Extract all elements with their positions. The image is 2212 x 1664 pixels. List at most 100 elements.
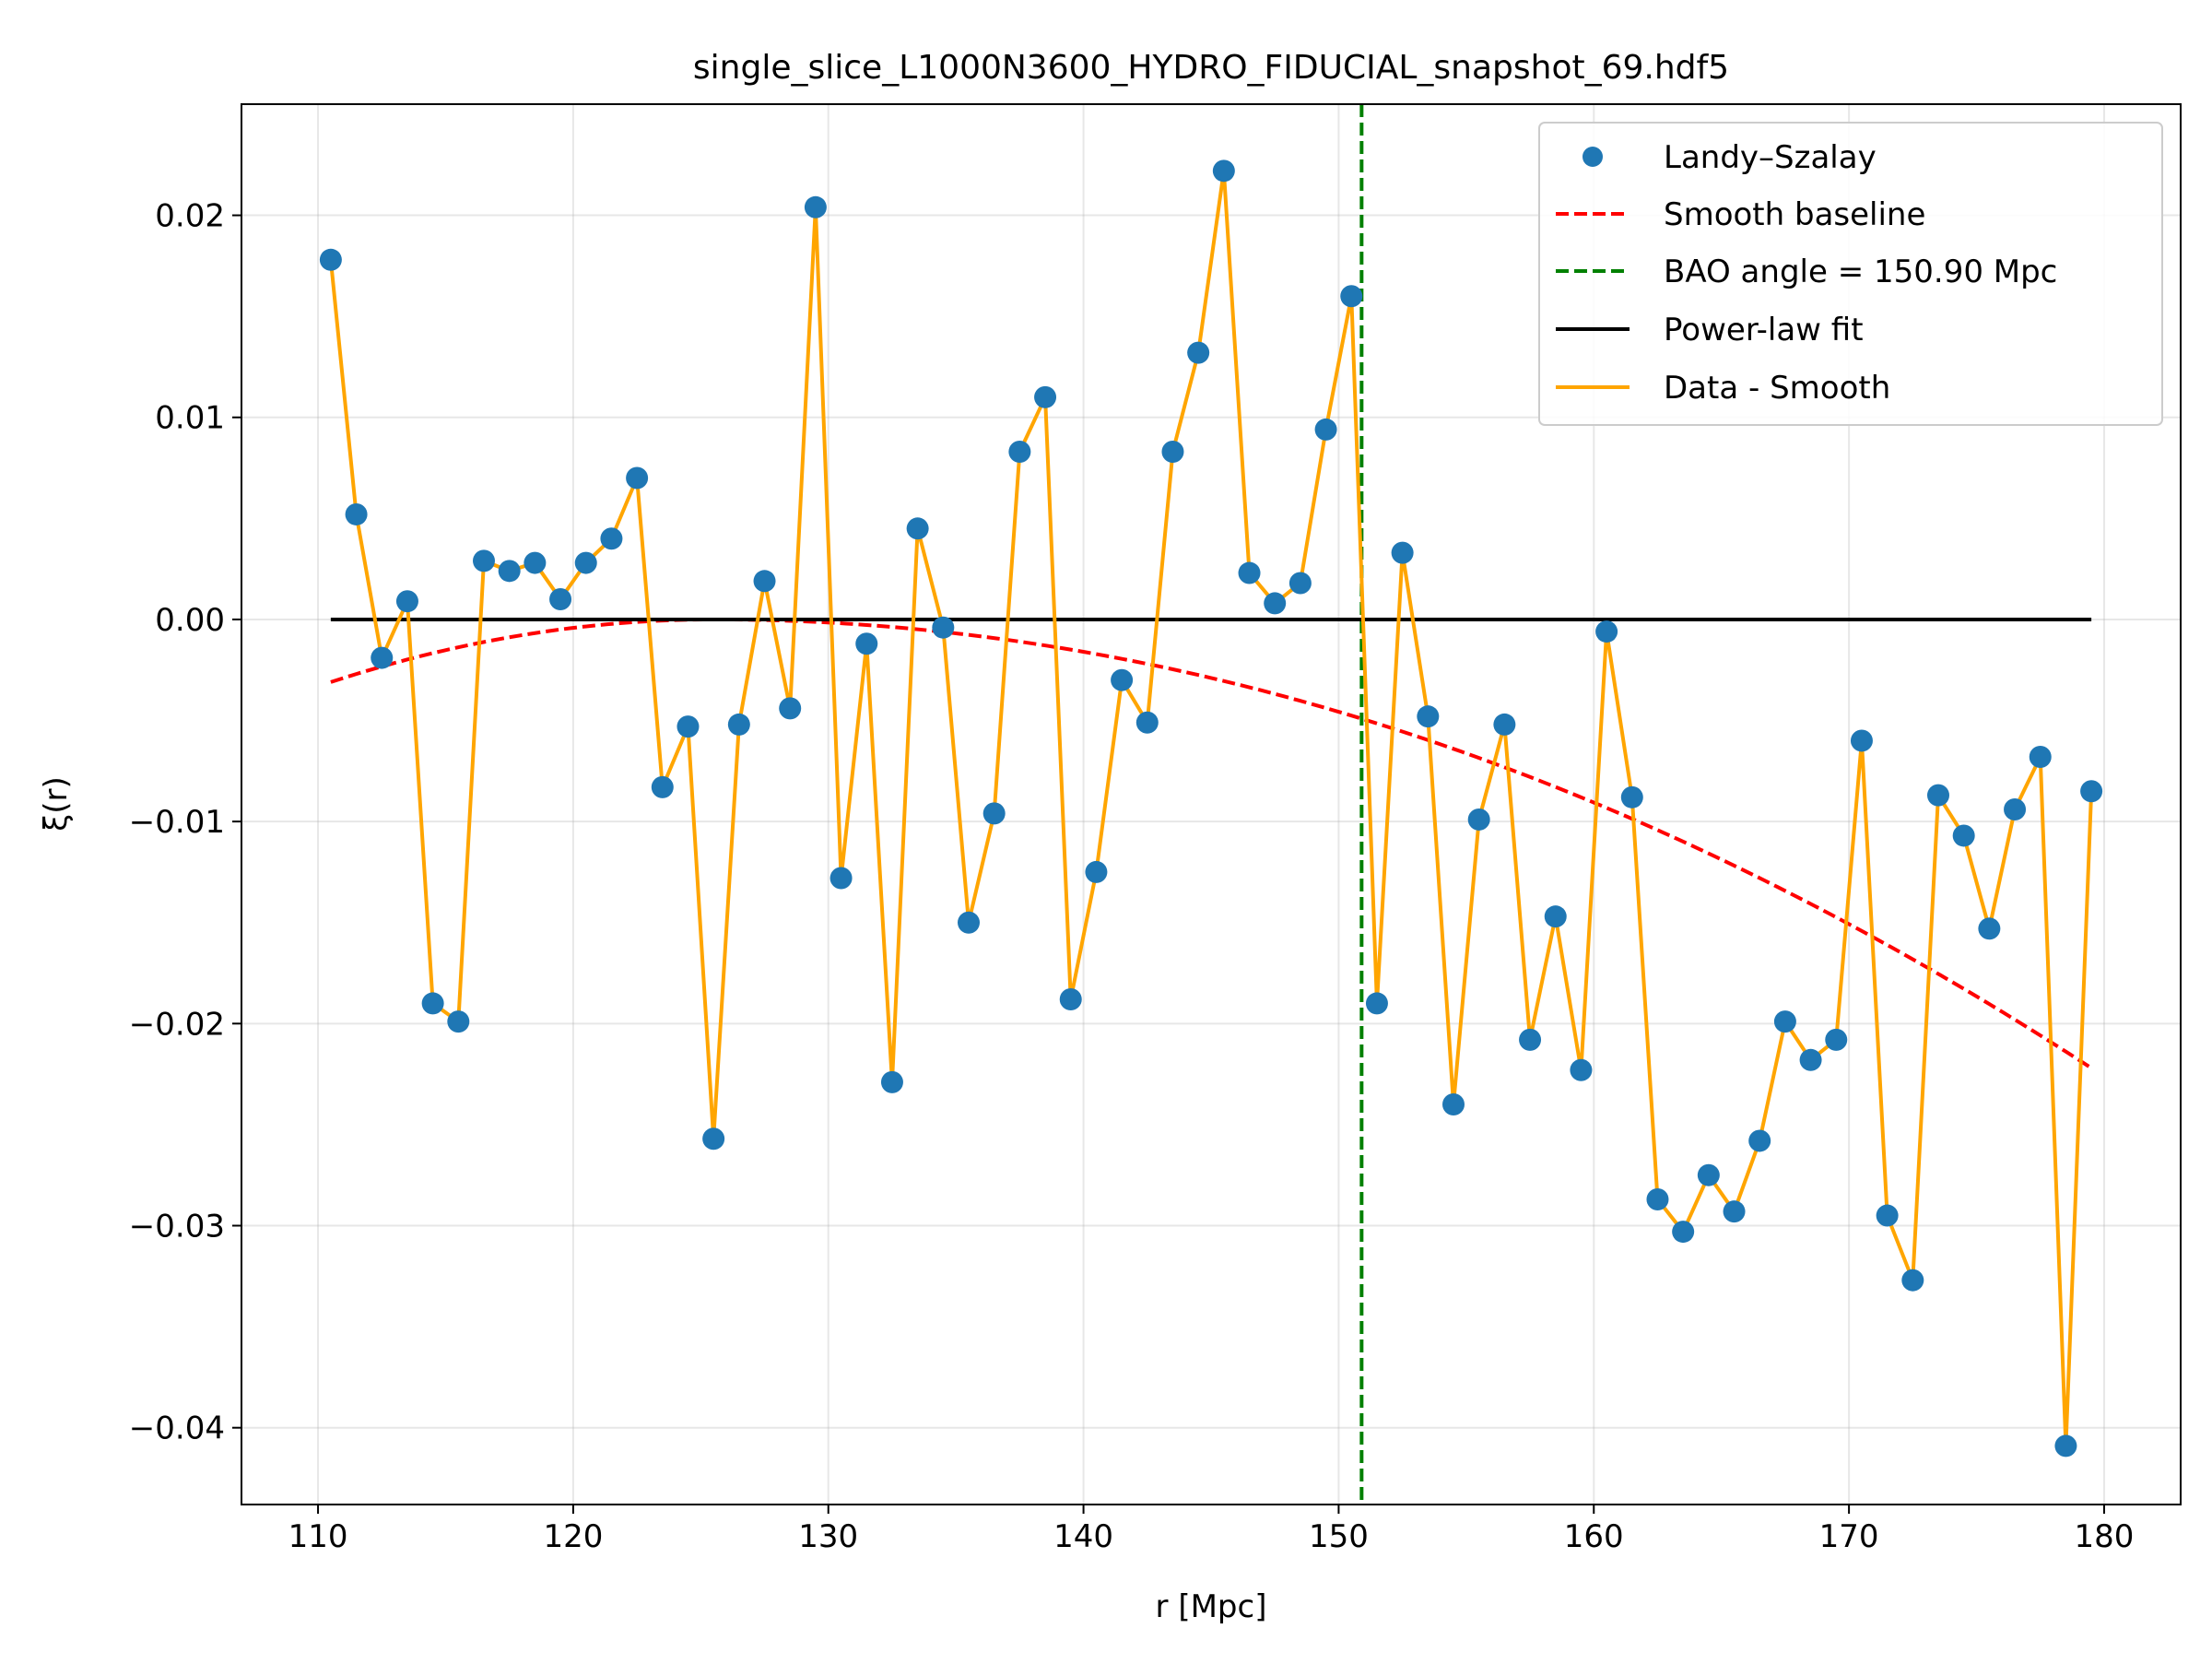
landy-szalay-point (1723, 1200, 1746, 1223)
x-tick-label: 110 (288, 1518, 348, 1555)
landy-szalay-point (1748, 1129, 1771, 1152)
landy-szalay-point (1544, 905, 1567, 928)
landy-szalay-point (855, 632, 878, 655)
landy-szalay-point (345, 502, 368, 525)
landy-szalay-point (1927, 784, 1949, 807)
landy-szalay-point (702, 1127, 725, 1151)
y-tick-label: −0.03 (129, 1209, 225, 1245)
landy-szalay-point (447, 1010, 470, 1033)
legend-label-power-law-fit: Power-law fit (1664, 312, 1864, 348)
landy-szalay-point (958, 911, 980, 934)
landy-szalay-point (1008, 441, 1031, 464)
y-tick-label: −0.02 (129, 1006, 225, 1043)
landy-szalay-point (1365, 992, 1388, 1015)
y-tick-label: 0.02 (155, 198, 225, 235)
landy-szalay-point (1620, 785, 1643, 808)
landy-szalay-point (1519, 1028, 1542, 1051)
legend-marker-landy-szalay (1583, 147, 1603, 167)
landy-szalay-point (727, 713, 750, 736)
legend: Landy–Szalay Smooth baseline BAO angle =… (1538, 122, 2163, 426)
landy-szalay-point (498, 560, 521, 583)
landy-szalay-point (1773, 1010, 1796, 1033)
landy-szalay-point (982, 802, 1006, 825)
y-tick-label: −0.01 (129, 804, 225, 841)
landy-szalay-point (830, 867, 853, 890)
landy-szalay-point (1825, 1028, 1848, 1051)
plot-area (319, 104, 2103, 1505)
landy-szalay-point (1850, 729, 1873, 752)
landy-szalay-point (1901, 1269, 1924, 1292)
landy-szalay-point (1799, 1048, 1822, 1071)
landy-szalay-point (371, 646, 394, 669)
landy-szalay-point (779, 697, 802, 720)
landy-szalay-point (574, 551, 597, 574)
ticks: 110 120 130 140 150 160 170 180 0.02 0.01 0.00 −0.0… (129, 198, 2135, 1555)
landy-szalay-point (1264, 592, 1287, 615)
landy-szalay-point (1595, 620, 1618, 643)
landy-szalay-point (1314, 418, 1337, 441)
landy-szalay-point (906, 517, 929, 540)
landy-szalay-point (2029, 745, 2052, 768)
legend-label-landy-szalay: Landy–Szalay (1664, 139, 1877, 176)
y-axis-label: ξ(r) (38, 776, 75, 831)
y-tick-label: −0.04 (129, 1410, 225, 1447)
landy-szalay-point (880, 1070, 903, 1093)
landy-szalay-point (549, 588, 572, 611)
smooth-baseline-line (330, 617, 2093, 1070)
chart-title: single_slice_L1000N3600_HYDRO_FIDUCIAL_s… (693, 49, 1729, 87)
landy-szalay-point (1187, 341, 1210, 364)
landy-szalay-point (1442, 1093, 1465, 1115)
landy-szalay-point (1978, 917, 2001, 940)
landy-szalay-point (1417, 705, 1440, 728)
landy-szalay-point (1340, 285, 1363, 308)
landy-szalay-point (626, 466, 649, 490)
landy-szalay-point (677, 715, 700, 738)
data-minus-smooth-line (328, 169, 2094, 1448)
x-tick-label: 120 (543, 1518, 603, 1555)
landy-szalay-point (1212, 159, 1235, 183)
landy-szalay-point (1493, 713, 1516, 736)
landy-szalay-point (1034, 385, 1057, 408)
landy-szalay-point (1697, 1163, 1720, 1186)
landy-szalay-point (421, 992, 444, 1015)
landy-szalay-point (1059, 988, 1082, 1011)
landy-szalay-point (2080, 780, 2103, 803)
x-axis-label: r [Mpc] (1156, 1588, 1267, 1625)
legend-frame (1538, 122, 2163, 426)
landy-szalay-point (1238, 561, 1261, 584)
landy-szalay-point (395, 590, 418, 613)
landy-szalay-point (1288, 572, 1312, 595)
legend-label-bao-angle: BAO angle = 150.90 Mpc (1664, 254, 2057, 290)
axes-frame (241, 103, 2182, 1505)
x-tick-label: 170 (1819, 1518, 1879, 1555)
y-tick-label: 0.01 (155, 400, 225, 437)
landy-szalay-point (753, 570, 776, 593)
x-tick-label: 150 (1309, 1518, 1369, 1555)
landy-szalay-point (1952, 824, 1975, 847)
landy-szalay-point (932, 616, 955, 639)
landy-szalay-point (1876, 1204, 1899, 1227)
landy-szalay-point (1646, 1188, 1669, 1211)
x-tick-label: 140 (1053, 1518, 1113, 1555)
landy-szalay-point (2004, 797, 2027, 820)
y-tick-label: 0.00 (155, 602, 225, 639)
landy-szalay-point (1391, 541, 1414, 564)
landy-szalay-point (1085, 860, 1108, 883)
landy-szalay-point (1135, 711, 1159, 734)
landy-szalay-point (524, 551, 547, 574)
landy-szalay-point (804, 195, 827, 218)
landy-szalay-point (1672, 1221, 1695, 1244)
legend-label-data-minus-smooth: Data - Smooth (1664, 370, 1890, 407)
landy-szalay-point (1161, 441, 1184, 464)
landy-szalay-point (319, 248, 342, 271)
x-tick-label: 180 (2074, 1518, 2134, 1555)
landy-szalay-point (1111, 668, 1134, 691)
landy-szalay-point (473, 549, 495, 572)
x-tick-label: 130 (798, 1518, 858, 1555)
landy-szalay-point (2054, 1434, 2077, 1457)
landy-szalay-point (600, 527, 623, 550)
legend-label-smooth-baseline: Smooth baseline (1664, 196, 1925, 233)
landy-szalay-point (1570, 1058, 1593, 1081)
